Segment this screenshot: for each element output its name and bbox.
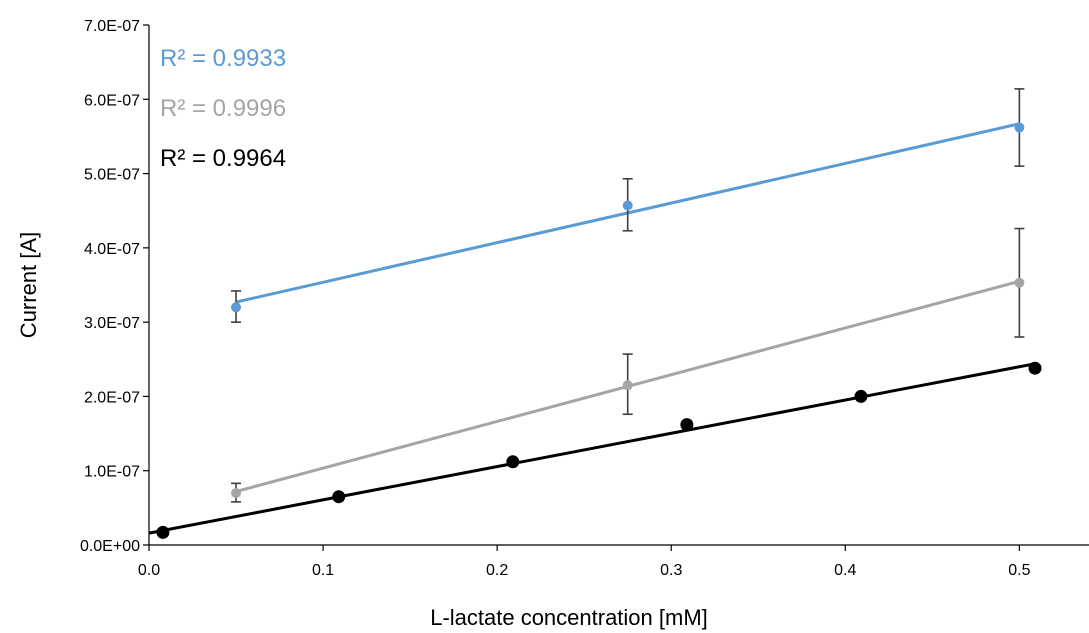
y-tick-label: 6.0E-07 <box>84 92 140 109</box>
x-tick-label: 0.1 <box>312 562 334 579</box>
x-tick-label: 0.3 <box>660 562 682 579</box>
data-point-series-1 <box>231 488 242 498</box>
data-point-series-1 <box>622 380 633 391</box>
data-point-series-0 <box>622 200 633 211</box>
r2-label-series-2: R² = 0.9964 <box>160 145 286 172</box>
data-point-series-2 <box>680 418 694 432</box>
x-axis-title: L-lactate concentration [mM] <box>430 605 708 630</box>
data-point-series-2 <box>506 455 520 469</box>
y-tick-label: 2.0E-07 <box>84 389 140 406</box>
points-layer <box>156 122 1042 539</box>
tick-labels-layer: 0.0E+00 1.0E-07 2.0E-07 3.0E-07 4.0E-07 5.0E-… <box>80 18 1031 579</box>
y-tick-label: 1.0E-07 <box>84 464 140 481</box>
r2-label-series-1: R² = 0.9996 <box>160 95 286 122</box>
x-tick-label: 0.2 <box>486 562 508 579</box>
axes-layer <box>143 24 1089 551</box>
y-tick-label: 4.0E-07 <box>84 241 140 258</box>
y-tick-label: 0.0E+00 <box>80 538 140 555</box>
x-tick-label: 0.0 <box>138 562 160 579</box>
r2-labels-layer: R² = 0.9933 R² = 0.9996 R² = 0.9964 <box>160 45 286 172</box>
y-tick-label: 7.0E-07 <box>84 18 140 35</box>
trendlines-layer <box>148 122 1036 535</box>
data-point-series-2 <box>1028 361 1042 375</box>
x-tick-label: 0.5 <box>1008 562 1030 579</box>
data-point-series-2 <box>156 525 170 539</box>
data-point-series-2 <box>854 389 868 403</box>
data-point-series-0 <box>1014 122 1025 133</box>
data-point-series-0 <box>231 302 242 313</box>
y-axis-title: Current [A] <box>16 232 41 338</box>
y-tick-label: 3.0E-07 <box>84 315 140 332</box>
r2-label-series-0: R² = 0.9933 <box>160 45 286 72</box>
data-point-series-1 <box>1014 277 1025 288</box>
trendline-series-2 <box>148 362 1036 535</box>
x-tick-label: 0.4 <box>834 562 856 579</box>
y-tick-label: 5.0E-07 <box>84 167 140 184</box>
data-point-series-2 <box>332 490 346 504</box>
